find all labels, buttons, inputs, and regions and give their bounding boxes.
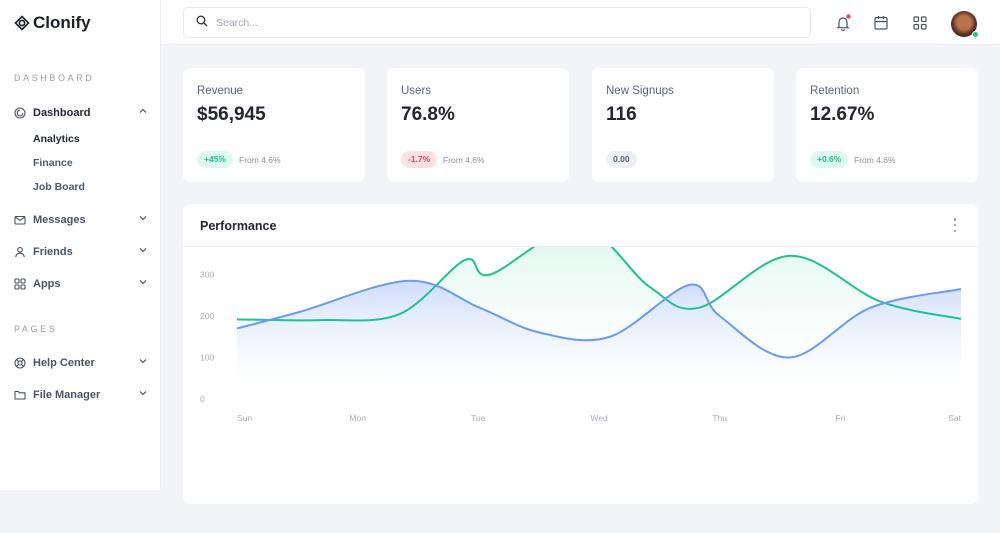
folder-icon — [14, 389, 26, 401]
sidebar-item-label: Dashboard — [33, 106, 91, 119]
y-tick-label: 0 — [200, 394, 205, 404]
calendar-button[interactable] — [872, 14, 890, 32]
sidebar-item-label: Friends — [33, 245, 73, 258]
grid-icon — [913, 16, 927, 30]
sidebar-item-friends[interactable]: Friends — [14, 245, 148, 258]
y-tick-label: 100 — [200, 353, 214, 363]
x-tick-label: Tue — [471, 413, 486, 423]
stat-from: From 4.6% — [443, 155, 485, 165]
series-area-1 — [237, 280, 962, 387]
section-label-pages: PAGES — [14, 324, 58, 334]
stat-value: 12.67% — [810, 104, 875, 125]
y-tick-label: 300 — [200, 270, 214, 280]
x-tick-label: Thu — [712, 413, 727, 423]
calendar-icon — [874, 16, 888, 30]
online-status-indicator — [972, 31, 979, 38]
stat-title: Retention — [810, 85, 860, 97]
stat-card-revenue: Revenue $56,945 +45% From 4.6% — [183, 68, 365, 182]
sidebar-item-file-manager[interactable]: File Manager — [14, 388, 148, 401]
x-tick-label: Sun — [237, 413, 252, 423]
sidebar-item-label: Apps — [33, 277, 61, 290]
bell-icon — [836, 14, 851, 31]
user-avatar[interactable] — [951, 11, 979, 38]
x-tick-label: Mon — [349, 413, 366, 423]
stat-from: From 4.6% — [239, 155, 281, 165]
sidebar-item-messages[interactable]: Messages — [14, 213, 148, 226]
sidebar-item-apps[interactable]: Apps — [14, 277, 148, 290]
chevron-down-icon — [138, 356, 148, 369]
search-icon — [196, 14, 208, 32]
stat-title: Revenue — [197, 85, 244, 97]
sidebar-subitem-job-board[interactable]: Job Board — [33, 181, 85, 193]
sidebar-item-help-center[interactable]: Help Center — [14, 356, 148, 369]
more-options-icon[interactable] — [952, 218, 958, 232]
top-header — [161, 0, 1000, 45]
stat-title: New Signups — [606, 85, 674, 97]
stat-change-badge: +0.6% — [810, 151, 849, 168]
stat-value: 76.8% — [401, 104, 455, 125]
x-tick-label: Fri — [835, 413, 845, 423]
stat-from: From 4.6% — [854, 155, 896, 165]
grid-icon — [14, 277, 26, 290]
stat-title: Users — [401, 85, 432, 97]
y-tick-label: 200 — [200, 311, 214, 321]
sidebar: Clonify DASHBOARD Dashboard Analytics Fi… — [0, 0, 161, 490]
chevron-down-icon — [138, 277, 148, 290]
stat-change-badge: +45% — [197, 151, 233, 168]
stat-change-badge: -1.7% — [401, 151, 438, 168]
sidebar-item-dashboard[interactable]: Dashboard — [14, 106, 148, 119]
lifebuoy-icon — [14, 356, 26, 369]
sidebar-item-label: File Manager — [33, 388, 101, 401]
notifications-button[interactable] — [834, 14, 852, 32]
series-line-1 — [236, 279, 962, 359]
apps-button[interactable] — [911, 14, 929, 32]
performance-chart: 0100200300400SunMonTueWedThuFriSat — [200, 247, 962, 423]
stat-card-retention: Retention 12.67% +0.6% From 4.6% — [796, 68, 978, 182]
brand-logo[interactable]: Clonify — [14, 13, 91, 33]
brand-name: Clonify — [33, 13, 91, 32]
sidebar-item-label: Messages — [33, 213, 86, 226]
stat-value: 116 — [606, 104, 637, 125]
section-label-dashboard: DASHBOARD — [14, 73, 95, 83]
sidebar-subitem-analytics[interactable]: Analytics — [33, 133, 80, 145]
x-tick-label: Sat — [948, 413, 961, 423]
mail-icon — [14, 214, 26, 226]
stat-card-users: Users 76.8% -1.7% From 4.6% — [387, 68, 569, 182]
dashboard-icon — [14, 106, 26, 119]
x-tick-label: Wed — [590, 413, 608, 423]
user-icon — [14, 246, 26, 258]
chevron-down-icon — [138, 245, 148, 258]
performance-card: Performance 0100200300400SunMonTueWedThu… — [183, 204, 978, 504]
sidebar-item-label: Help Center — [33, 356, 95, 369]
stat-card-new-signups: New Signups 116 0.00 — [592, 68, 774, 182]
series-line-0 — [236, 247, 962, 322]
sidebar-subitem-finance[interactable]: Finance — [33, 157, 73, 169]
search-box[interactable] — [183, 7, 811, 38]
chevron-up-icon — [138, 106, 148, 119]
stat-change-badge: 0.00 — [606, 151, 637, 168]
chevron-down-icon — [138, 388, 148, 401]
performance-title: Performance — [200, 219, 277, 233]
logo-icon — [14, 15, 30, 31]
chevron-down-icon — [138, 213, 148, 226]
stat-value: $56,945 — [197, 104, 266, 125]
search-input[interactable] — [216, 16, 716, 29]
